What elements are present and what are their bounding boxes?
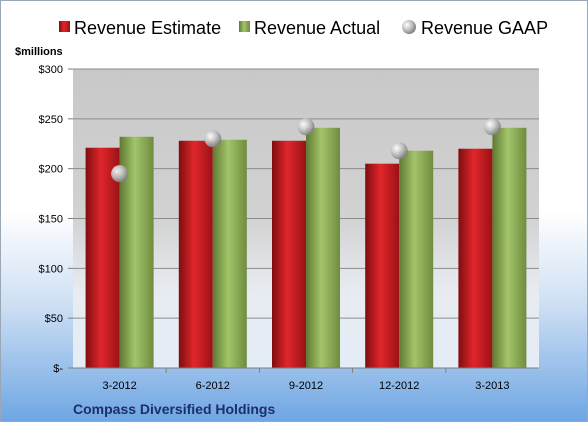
x-tick-label: 3-2013 [475,380,509,392]
legend-label-estimate: Revenue Estimate [74,18,221,38]
y-tick-label: $50 [45,313,63,325]
y-tick-label: $- [53,363,63,375]
legend-swatch-estimate [59,21,70,32]
marker-revenue-gaap [390,142,408,160]
x-axis-ticks: 3-2012 6-2012 9-2012 12-2012 3-2013 [102,368,510,392]
y-tick-label: $250 [39,114,63,126]
legend-marker-gaap [402,20,416,34]
legend-label-actual: Revenue Actual [254,18,380,38]
y-tick-label: $150 [39,214,63,226]
x-tick-label: 9-2012 [289,380,323,392]
bar-revenue-estimate [458,148,493,368]
legend: Revenue Estimate Revenue Actual Revenue … [59,18,548,38]
marker-revenue-gaap [297,118,315,136]
y-axis-ticks: $- $50 $100 $150 $200 $250 $300 [39,64,73,375]
bar-revenue-actual [306,127,340,368]
bars [85,127,527,368]
marker-revenue-gaap [111,165,129,183]
x-tick-label: 6-2012 [196,380,230,392]
gaap-markers [111,118,501,183]
bar-revenue-estimate [85,147,120,368]
bar-revenue-estimate [365,163,400,368]
y-tick-label: $100 [39,263,63,275]
y-tick-label: $300 [39,64,63,76]
legend-swatch-actual [239,21,250,32]
legend-label-gaap: Revenue GAAP [421,18,548,38]
bar-revenue-actual [492,127,527,368]
marker-revenue-gaap [204,130,222,148]
bar-revenue-estimate [272,140,306,368]
bar-revenue-actual [399,150,434,368]
y-tick-label: $200 [39,164,63,176]
unit-label: $millions [15,46,63,58]
marker-revenue-gaap [483,118,501,136]
bar-revenue-actual [212,139,247,368]
company-name: Compass Diversified Holdings [73,401,275,417]
x-tick-label: 12-2012 [379,380,419,392]
x-tick-label: 3-2012 [102,380,136,392]
bar-revenue-estimate [178,140,213,368]
